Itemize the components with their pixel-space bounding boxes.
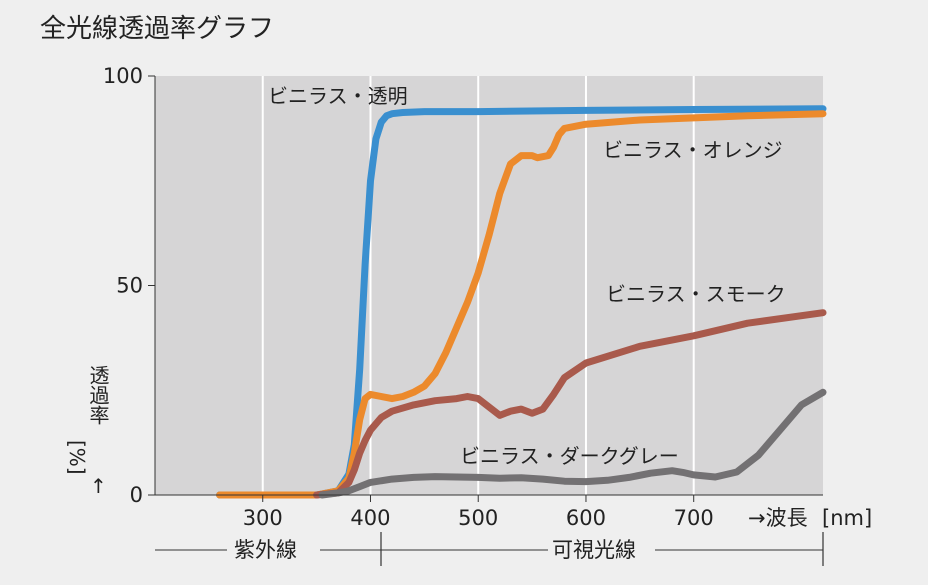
x-tick-label-300: 300 xyxy=(243,506,283,530)
wavelength-bands: 紫外線 可視光線 xyxy=(155,532,824,566)
series-line-1 xyxy=(216,110,827,499)
series-layer xyxy=(216,105,827,499)
y-axis-label: 透過率 xyxy=(86,365,110,425)
grid-lines xyxy=(261,76,695,495)
axis-layer: 0 50 100 300 400 500 600 700 xyxy=(103,64,823,530)
visible-band-label: 可視光線 xyxy=(552,538,636,562)
series-label-darkgray: ビニラス・ダークグレー xyxy=(460,444,679,468)
x-tick-label-600: 600 xyxy=(566,506,606,530)
chart-title: 全光線透過率グラフ xyxy=(40,14,274,44)
x-tick-label-700: 700 xyxy=(674,506,714,530)
y-axis-arrow: ↑ xyxy=(90,474,107,498)
y-tick-label-0: 0 xyxy=(130,483,143,507)
y-tick-label-100: 100 xyxy=(103,64,143,88)
y-axis-unit: [%] xyxy=(65,440,89,475)
plot-area xyxy=(155,76,823,495)
series-label-orange: ビニラス・オレンジ xyxy=(603,138,783,162)
series-line-2 xyxy=(313,309,827,499)
y-tick-label-50: 50 xyxy=(116,274,143,298)
x-axis-unit: [nm] xyxy=(822,506,872,530)
series-line-3 xyxy=(318,388,827,499)
series-label-smoke: ビニラス・スモーク xyxy=(606,282,786,306)
x-tick-label-400: 400 xyxy=(350,506,390,530)
x-tick-label-500: 500 xyxy=(458,506,498,530)
series-label-clear: ビニラス・透明 xyxy=(268,84,408,108)
x-axis-label: →波長 xyxy=(748,506,808,530)
uv-band-label: 紫外線 xyxy=(234,538,297,562)
